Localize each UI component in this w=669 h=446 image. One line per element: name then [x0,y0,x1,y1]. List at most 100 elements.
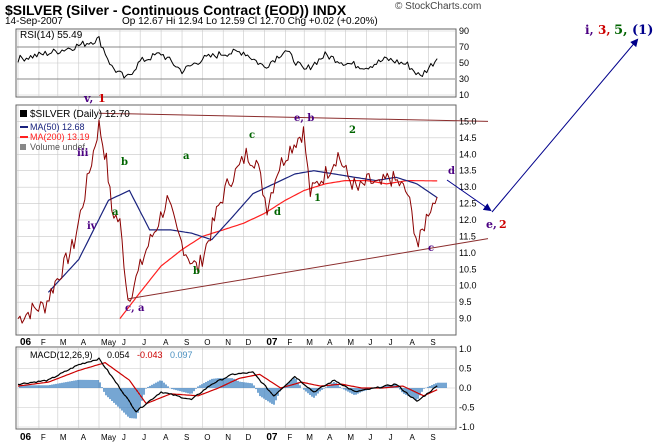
forecast-label-1: (1) [632,23,653,38]
wave-label-ca: c, a [125,303,145,314]
signal-legend-value: -0.043 [137,350,163,360]
wave-label-2-mid: 2 [349,125,356,136]
x-tick-label: D [245,338,251,347]
price-tick-label: 11.5 [459,231,476,241]
rsi-tick-label: 70 [459,42,469,52]
macd-legend-label: MACD(12,26,9) [30,350,93,360]
x-tick-label: F [287,338,292,347]
trendline [127,238,489,300]
price-tick-label: 15.0 [459,116,477,126]
forecast-label-5: 5, [614,23,628,38]
forecast-label-i: i, [585,23,594,37]
x-tick-label-bottom: S [184,433,189,442]
price-tick-label: 12.5 [459,199,477,209]
forecast-arrow-up [491,38,639,213]
macd-tick-label: 0.0 [459,383,472,393]
wave-label-1-top: 1 [98,92,106,105]
rsi-legend: RSI(14) 55.49 [20,30,83,41]
wave-label-d-2: d [448,166,455,177]
x-tick-label: A [409,338,415,347]
x-tick-label: A [163,338,169,347]
price-tick-label: 10.5 [459,264,477,274]
x-tick-label-bottom: J [142,433,146,442]
x-tick-label: A [327,338,333,347]
rsi-line [17,36,438,79]
x-tick-label-bottom: F [287,433,292,442]
x-tick-label-bottom: D [245,433,251,442]
x-tick-label: N [225,338,231,347]
rsi-tick-label: 30 [459,74,469,84]
price-tick-label: 14.5 [459,133,477,143]
x-tick-label: 06 [20,337,32,348]
histogram-legend-value: 0.097 [170,350,193,360]
x-tick-label-bottom: J [368,433,372,442]
x-tick-label-bottom: J [122,433,126,442]
wave-label-2-end: 2 [499,218,507,231]
x-tick-label: M [347,338,354,347]
macd-tick-label: 1.0 [459,344,472,354]
x-tick-label-bottom: S [430,433,435,442]
wave-label-eb: e, b [294,113,314,124]
forecast-arrow-down [446,179,492,212]
x-tick-label: O [204,338,210,347]
x-tick-label: J [389,338,393,347]
price-tick-label: 13.5 [459,166,477,176]
x-tick-label-bottom: A [327,433,333,442]
x-tick-label: S [430,338,435,347]
x-tick-label-bottom: 07 [266,432,278,443]
macd-signal-line [17,362,438,405]
volume-legend-swatch [20,144,26,150]
rsi-tick-label: 50 [459,58,469,68]
macd-tick-label: 0.5 [459,364,472,374]
x-tick-label-bottom: A [409,433,415,442]
macd-tick-label: -0.5 [459,403,475,413]
price-tick-label: 13.0 [459,182,477,192]
x-tick-label: May [101,338,116,347]
ma200-legend: MA(200) 13.19 [30,132,90,142]
wave-label-e: e, [486,218,497,231]
ma50-legend: MA(50) 12.68 [30,122,85,132]
x-tick-label: A [81,338,87,347]
forecast-label-3: 3, [598,23,611,37]
x-tick-label-bottom: A [81,433,87,442]
x-tick-label-bottom: M [347,433,354,442]
trendline [98,112,489,122]
wave-label-c-1: c [249,130,255,141]
x-tick-label-bottom: M [306,433,313,442]
x-tick-label-bottom: J [389,433,393,442]
wave-label-b-2: b [193,266,200,277]
wave-label-iii: iii [77,148,89,159]
x-tick-label: 07 [266,337,278,348]
price-stats: Op 12.67 Hi 12.94 Lo 12.59 Cl 12.70 Chg … [122,16,378,27]
wave-label-a-2: a [183,151,190,162]
chart-date: 14-Sep-2007 [5,16,63,27]
wave-label-c-2: c [428,243,434,254]
x-tick-label: J [122,338,126,347]
wave-label-v: v, [83,92,93,105]
x-tick-label-bottom: 06 [20,432,32,443]
x-tick-label: M [306,338,313,347]
x-tick-label: J [142,338,146,347]
wave-label-a-1: a [112,207,119,218]
x-tick-label: S [184,338,189,347]
x-tick-label: F [41,338,46,347]
x-tick-label-bottom: M [60,433,67,442]
ma50-line [47,170,438,293]
x-tick-label-bottom: F [41,433,46,442]
wave-label-1-mid: 1 [314,193,321,204]
x-tick-label-bottom: May [101,433,116,442]
price-legend: $SILVER (Daily) 12.70 [30,109,130,120]
x-tick-label-bottom: N [225,433,231,442]
source-credit: © StockCharts.com [395,1,482,12]
x-tick-label: J [368,338,372,347]
macd-tick-label: -1.0 [459,422,475,432]
macd-legend-value: 0.054 [107,350,130,360]
x-tick-label: M [60,338,67,347]
x-tick-label-bottom: A [163,433,169,442]
price-tick-label: 9.0 [459,314,472,324]
x-tick-label-bottom: O [204,433,210,442]
wave-label-iv: iv [87,221,98,232]
wave-label-b-1: b [121,157,128,168]
price-line [17,119,438,324]
